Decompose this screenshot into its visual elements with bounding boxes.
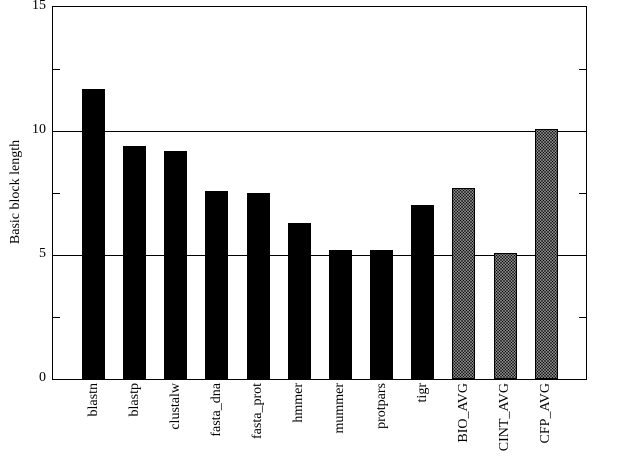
x-tick-label-fasta_prot: fasta_prot <box>250 383 266 439</box>
minor-tick-right-y2.5 <box>579 317 586 318</box>
bar-tigr <box>411 205 435 379</box>
minor-tick-right-y12.5 <box>579 69 586 70</box>
bar-cint_avg <box>493 252 517 379</box>
minor-tick-left-y7.5 <box>53 193 60 194</box>
y-tick-label-5: 5 <box>39 246 46 261</box>
bar-protpars <box>370 250 394 379</box>
y-axis-title: Basic block length <box>8 139 23 245</box>
y-tick-label-0: 0 <box>39 370 46 385</box>
bar-blastn <box>82 88 105 379</box>
minor-tick-left-y2.5 <box>53 317 60 318</box>
x-tick-label-blastn: blastn <box>85 383 101 417</box>
y-tick-label-15: 15 <box>32 0 46 13</box>
x-tick-label-cint_avg: CINT_AVG <box>497 383 512 452</box>
x-tick-label-fasta_dna: fasta_dna <box>208 383 224 437</box>
bar-mummer <box>328 250 352 379</box>
x-tick-label-bio_avg: BIO_AVG <box>455 383 471 443</box>
x-tick-label-protpars: protpars <box>373 383 389 429</box>
plot-area <box>52 6 587 380</box>
x-tick-label-tigr: tigr <box>414 383 430 403</box>
bar-fasta_prot <box>246 193 270 379</box>
x-tick-label-mummer: mummer <box>332 383 348 434</box>
minor-tick-left-y12.5 <box>53 69 60 70</box>
bar-bio_avg <box>452 188 476 379</box>
x-tick-label-clustalw: clustalw <box>167 383 183 430</box>
gridline-y5 <box>53 255 586 256</box>
x-tick-label-blastp: blastp <box>126 383 142 417</box>
bar-blastp <box>123 145 147 379</box>
y-tick-label-10: 10 <box>32 122 46 137</box>
x-tick-label-cfp_avg: CFP_AVG <box>538 383 554 444</box>
bar-clustalw <box>164 150 188 379</box>
bar-cfp_avg <box>534 128 558 379</box>
x-tick-label-hmmer: hmmer <box>291 383 307 423</box>
gridline-y10 <box>53 131 586 132</box>
bar-fasta_dna <box>205 190 229 379</box>
minor-tick-right-y7.5 <box>579 193 586 194</box>
bar-hmmer <box>287 222 311 379</box>
